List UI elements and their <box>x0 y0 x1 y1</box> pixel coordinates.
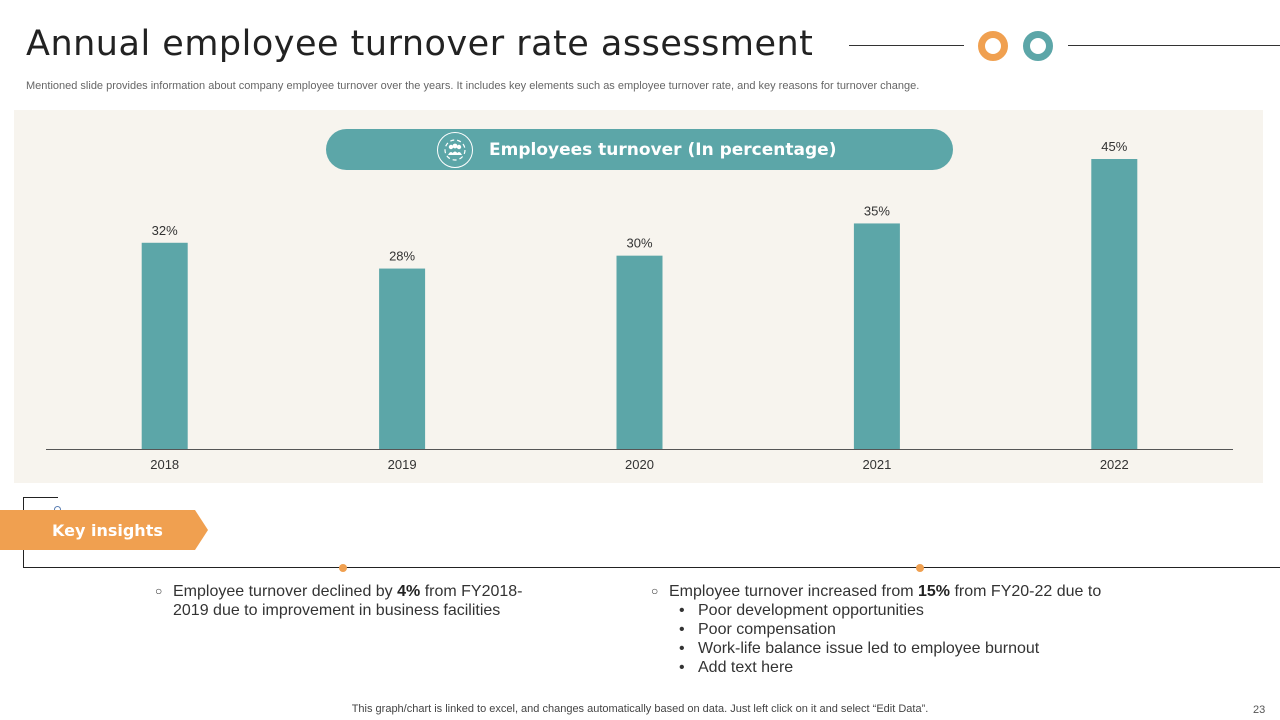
key-insights-label: Key insights <box>52 521 163 540</box>
list-item: Add text here <box>669 658 1189 677</box>
chart-title: Employees turnover (In percentage) <box>489 139 837 160</box>
decorative-circle-orange <box>978 31 1008 61</box>
insight-right-prefix: Employee turnover increased from <box>669 583 918 600</box>
insight-left-suffix: from FY2018- <box>420 583 523 600</box>
list-item: Work-life balance issue led to employee … <box>669 639 1189 658</box>
decorative-line-left <box>849 45 964 46</box>
page-title: Annual employee turnover rate assessment <box>26 24 814 64</box>
insight-right-highlight: 15% <box>918 583 951 600</box>
bar-2022[interactable] <box>1091 159 1138 449</box>
bar-2020[interactable] <box>616 255 663 449</box>
bar-2018[interactable] <box>141 242 188 449</box>
insight-right-suffix: from FY20-22 due to <box>950 583 1102 600</box>
page-number: 23 <box>1253 704 1266 716</box>
timeline-dot-left <box>339 564 347 572</box>
key-insights-tag: Key insights <box>0 510 208 550</box>
insight-left: ○ Employee turnover declined by 4% from … <box>155 582 553 620</box>
team-cycle-icon <box>437 131 473 168</box>
x-tick-label-2020: 2020 <box>625 457 654 472</box>
decorative-line-right <box>1068 45 1280 46</box>
x-tick-label-2018: 2018 <box>150 457 179 472</box>
footer-note: This graph/chart is linked to excel, and… <box>351 703 929 715</box>
data-label-2021: 35% <box>864 203 890 218</box>
timeline-dot-right <box>916 564 924 572</box>
circle-bullet-icon: ○ <box>651 584 659 598</box>
x-tick-label-2022: 2022 <box>1100 457 1129 472</box>
data-label-2018: 32% <box>152 223 178 238</box>
list-item: Poor development opportunities <box>669 601 1189 620</box>
insight-divider-line <box>23 567 1280 568</box>
circle-bullet-icon: ○ <box>155 584 163 598</box>
list-item: Poor compensation <box>669 620 1189 639</box>
data-label-2020: 30% <box>626 236 652 251</box>
bar-2019[interactable] <box>379 268 426 449</box>
bar-2021[interactable] <box>853 223 900 449</box>
decorative-circle-teal <box>1023 31 1053 61</box>
x-tick-label-2019: 2019 <box>388 457 417 472</box>
data-label-2019: 28% <box>389 249 415 264</box>
insight-left-prefix: Employee turnover declined by <box>173 583 398 600</box>
insight-right: ○ Employee turnover increased from 15% f… <box>651 582 1189 677</box>
chart-title-pill: Employees turnover (In percentage) <box>326 129 953 170</box>
insight-left-highlight: 4% <box>397 583 421 600</box>
slide-subtitle: Mentioned slide provides information abo… <box>26 80 920 92</box>
x-tick-label-2021: 2021 <box>862 457 891 472</box>
insight-left-line2: 2019 due to improvement in business faci… <box>173 602 501 619</box>
data-label-2022: 45% <box>1101 139 1127 154</box>
insight-right-bullets: Poor development opportunities Poor comp… <box>669 601 1189 677</box>
